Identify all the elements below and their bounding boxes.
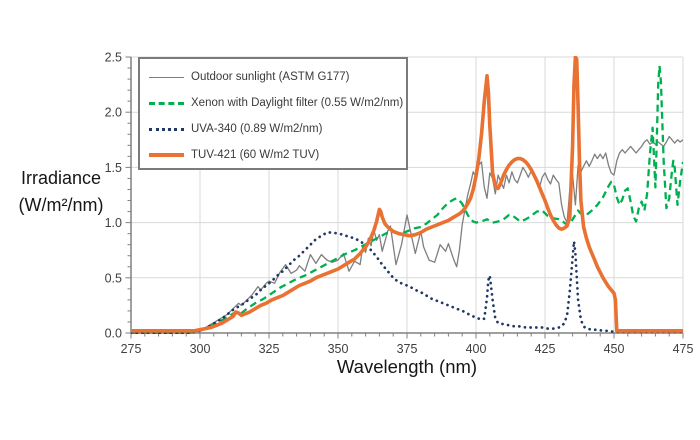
y-tick-label: 1.5	[105, 161, 122, 175]
legend-label: Xenon with Daylight filter (0.55 W/m2/nm…	[191, 97, 404, 109]
y-tick-label: 0.0	[105, 327, 122, 341]
x-tick-label: 350	[328, 342, 349, 356]
legend-label: UVA-340 (0.89 W/m2/nm)	[191, 123, 323, 135]
legend: Outdoor sunlight (ASTM G177) Xenon with …	[138, 57, 408, 170]
legend-line-sample-dashed-green	[149, 101, 184, 105]
legend-item-tuv-421: TUV-421 (60 W/m2 TUV)	[149, 142, 406, 168]
legend-item-outdoor-sunlight: Outdoor sunlight (ASTM G177)	[149, 64, 406, 90]
x-tick-label: 300	[190, 342, 211, 356]
series-uva-340-line	[131, 231, 683, 334]
x-tick-label: 325	[259, 342, 280, 356]
y-tick-label: 0.5	[105, 271, 122, 285]
legend-line-sample-dotted-navy	[149, 127, 184, 131]
series-tuv-421-line	[131, 56, 683, 333]
legend-label: TUV-421 (60 W/m2 TUV)	[191, 149, 320, 161]
x-tick-label: 375	[397, 342, 418, 356]
y-axis-title-line2: (W/m²/nm)	[18, 195, 104, 215]
x-tick-label: 275	[121, 342, 142, 356]
legend-line-sample-solid-gray	[149, 76, 184, 78]
x-tick-label: 425	[535, 342, 556, 356]
x-tick-label: 450	[604, 342, 625, 356]
x-tick-label: 400	[466, 342, 487, 356]
y-tick-label: 2.5	[105, 51, 122, 65]
legend-label: Outdoor sunlight (ASTM G177)	[191, 71, 350, 83]
legend-line-sample-solid-orange	[149, 153, 184, 157]
x-tick-label: 475	[673, 342, 694, 356]
y-tick-label: 1.0	[105, 216, 122, 230]
series-xenon-daylight-filter-line	[131, 64, 683, 334]
y-tick-label: 2.0	[105, 106, 122, 120]
legend-item-xenon-daylight-filter: Xenon with Daylight filter (0.55 W/m2/nm…	[149, 90, 406, 116]
y-axis-title: Irradiance (W/m²/nm)	[2, 165, 120, 219]
y-axis-title-line1: Irradiance	[20, 168, 102, 188]
x-axis-title: Wavelength (nm)	[336, 356, 478, 377]
series-outdoor-sunlight-line	[131, 135, 683, 334]
legend-item-uva-340: UVA-340 (0.89 W/m2/nm)	[149, 116, 406, 142]
